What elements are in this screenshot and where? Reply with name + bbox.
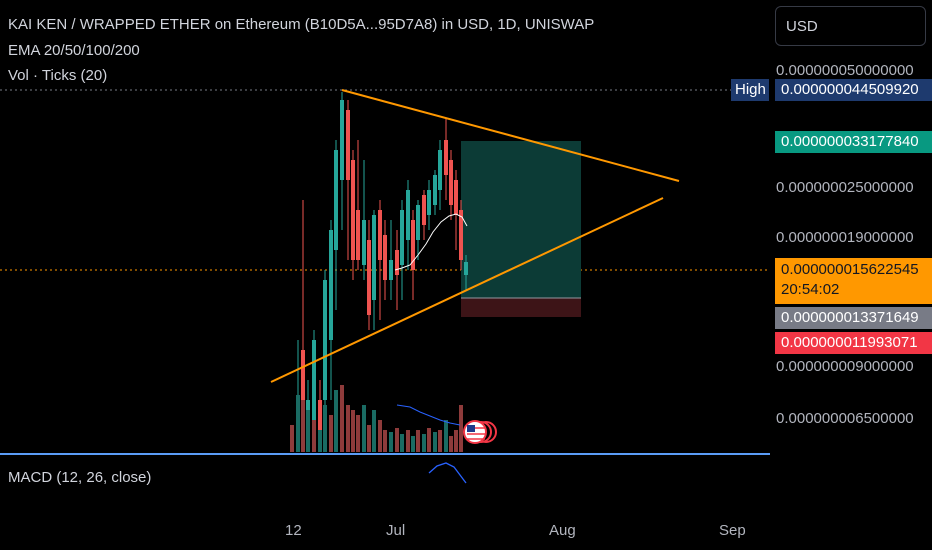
candle-body xyxy=(449,160,453,205)
volume-bar xyxy=(427,428,431,452)
countdown-timer: 20:54:02 xyxy=(781,281,840,298)
chart-title[interactable]: KAI KEN / WRAPPED ETHER on Ethereum (B10… xyxy=(8,16,595,33)
ema-indicator-label[interactable]: EMA 20/50/100/200 xyxy=(8,42,140,59)
volume-bar xyxy=(406,430,410,452)
candle-body xyxy=(346,110,350,180)
candle-body xyxy=(422,195,426,225)
candle-body xyxy=(459,210,463,260)
volume-bar xyxy=(411,436,415,452)
candle-body xyxy=(438,150,442,190)
volume-bar xyxy=(367,425,371,452)
volume-bar xyxy=(340,385,344,452)
candle-body xyxy=(340,100,344,180)
volume-bar xyxy=(454,430,458,452)
volume-bar xyxy=(395,428,399,452)
volume-bar xyxy=(422,434,426,452)
volume-bar xyxy=(433,432,437,452)
volume-bar xyxy=(362,405,366,452)
candle-body xyxy=(464,262,468,275)
candle-body xyxy=(351,160,355,260)
candle-body xyxy=(356,210,360,260)
time-axis-label: Sep xyxy=(719,522,746,539)
volume-bar xyxy=(346,405,350,452)
volume-ma-line xyxy=(396,404,461,426)
volume-bar xyxy=(351,410,355,452)
candle-body xyxy=(367,240,371,315)
upper-trendline[interactable] xyxy=(341,89,680,182)
candle-body xyxy=(411,220,415,270)
volume-bar xyxy=(312,420,316,452)
high-tag: High xyxy=(731,79,769,101)
volume-bars-group xyxy=(290,385,463,452)
high-value-tag: 0.000000044509920 xyxy=(775,79,932,101)
volume-bar xyxy=(329,415,333,452)
candle-body xyxy=(389,260,393,280)
current-price-tag: 0.000000015622545 20:54:02 xyxy=(775,258,932,304)
price-axis-label: 0.000000009000000 xyxy=(776,358,914,375)
candle-body xyxy=(318,400,322,435)
candle-body xyxy=(329,230,333,340)
stop-zone[interactable] xyxy=(461,298,581,317)
candle-body xyxy=(454,180,458,215)
volume-bar xyxy=(334,390,338,452)
candle-body xyxy=(372,215,376,300)
candle-body xyxy=(323,280,327,400)
volume-bar xyxy=(356,415,360,452)
candle-body xyxy=(383,235,387,280)
time-axis-label: Aug xyxy=(549,522,576,539)
candle-body xyxy=(406,190,410,240)
volume-bar xyxy=(459,405,463,452)
price-axis-label: 0.000000019000000 xyxy=(776,229,914,246)
stop-value-tag: 0.000000011993071 xyxy=(775,332,932,354)
volume-indicator-label[interactable]: Vol · Ticks (20) xyxy=(8,67,108,84)
price-axis-label: 0.000000025000000 xyxy=(776,179,914,196)
lower-trendline[interactable] xyxy=(270,197,664,383)
candle-body xyxy=(416,205,420,240)
candle-body xyxy=(444,140,448,175)
candle-body xyxy=(362,220,366,265)
macd-indicator-label[interactable]: MACD (12, 26, close) xyxy=(8,469,152,486)
volume-bar xyxy=(383,430,387,452)
candle-body xyxy=(378,210,382,260)
target-zone[interactable] xyxy=(461,141,581,298)
gray-value-tag: 0.000000013371649 xyxy=(775,307,932,329)
volume-bar xyxy=(301,400,305,452)
macd-line xyxy=(428,462,467,484)
candle-body xyxy=(395,250,399,275)
candle-body xyxy=(301,350,305,420)
volume-bar xyxy=(290,425,294,452)
volume-bar xyxy=(438,430,442,452)
time-axis-label: 12 xyxy=(285,522,302,539)
current-price-value: 0.000000015622545 xyxy=(781,261,919,278)
time-axis-label: Jul xyxy=(386,522,406,539)
volume-bar xyxy=(323,405,327,452)
candles-group xyxy=(296,92,468,450)
target-value-tag: 0.000000033177840 xyxy=(775,131,932,153)
ema-line xyxy=(394,213,468,271)
volume-bar xyxy=(378,420,382,452)
volume-bar xyxy=(306,410,310,452)
currency-selector[interactable]: USD xyxy=(775,6,926,46)
volume-bar xyxy=(318,430,322,452)
candle-body xyxy=(312,340,316,420)
price-axis-label: 0.000000006500000 xyxy=(776,410,914,427)
volume-bar xyxy=(444,420,448,452)
candle-body xyxy=(427,190,431,215)
us-flag-icon[interactable] xyxy=(463,420,497,444)
volume-bar xyxy=(296,395,300,452)
volume-bar xyxy=(372,410,376,452)
candle-body xyxy=(334,150,338,250)
volume-bar xyxy=(400,434,404,452)
candle-body xyxy=(400,210,404,265)
candle-body xyxy=(433,175,437,205)
volume-bar xyxy=(449,436,453,452)
volume-bar xyxy=(389,432,393,452)
currency-label: USD xyxy=(786,18,818,35)
price-axis-label: 0.000000050000000 xyxy=(776,62,914,79)
volume-bar xyxy=(416,430,420,452)
